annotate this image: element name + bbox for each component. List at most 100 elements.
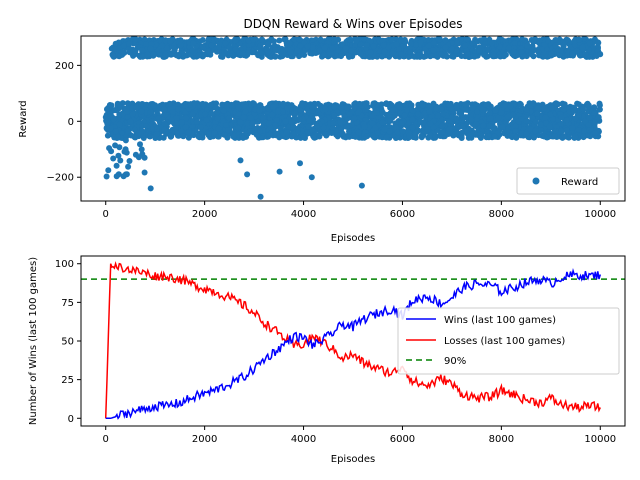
reward-point bbox=[161, 120, 168, 127]
reward-point bbox=[173, 114, 180, 121]
reward-point bbox=[564, 52, 570, 59]
reward-point bbox=[546, 123, 553, 130]
reward-point bbox=[504, 113, 511, 120]
reward-point bbox=[422, 53, 429, 60]
reward-point bbox=[249, 120, 256, 127]
reward-point bbox=[387, 117, 394, 124]
reward-point bbox=[591, 110, 598, 117]
reward-point bbox=[351, 104, 358, 110]
reward-point bbox=[580, 134, 587, 141]
reward-point bbox=[105, 167, 112, 174]
reward-point bbox=[417, 39, 424, 46]
x-tick-label: 10000 bbox=[584, 434, 616, 445]
reward-point bbox=[576, 36, 583, 43]
reward-point bbox=[571, 38, 578, 45]
reward-point bbox=[264, 41, 271, 48]
reward-point bbox=[143, 123, 150, 130]
reward-point bbox=[305, 123, 312, 130]
wins-line bbox=[105, 268, 602, 420]
reward-point bbox=[486, 122, 493, 129]
reward-point bbox=[313, 123, 320, 129]
reward-point bbox=[275, 108, 282, 115]
reward-point bbox=[297, 52, 304, 58]
reward-point bbox=[122, 137, 129, 144]
losses-legend-label: Losses (last 100 games) bbox=[444, 336, 565, 347]
reward-point bbox=[150, 102, 157, 109]
reward-point bbox=[498, 109, 505, 116]
reward-point bbox=[406, 132, 413, 139]
x-tick-label: 10000 bbox=[584, 209, 616, 220]
reward-point bbox=[510, 48, 517, 55]
reward-point bbox=[433, 105, 440, 112]
reward-point bbox=[265, 120, 272, 127]
reward-point bbox=[189, 111, 196, 118]
reward-point bbox=[399, 120, 405, 126]
reward-axis-ticks: 0 2000 4000 6000 8000 10000 −200 0 200 bbox=[47, 61, 617, 220]
reward-point bbox=[446, 126, 453, 133]
reward-point bbox=[128, 104, 135, 111]
reward-point bbox=[258, 36, 265, 43]
reward-point bbox=[123, 171, 130, 178]
reward-point bbox=[240, 114, 247, 121]
reward-point bbox=[104, 120, 111, 127]
reward-point bbox=[537, 127, 544, 134]
reward-point bbox=[346, 133, 353, 140]
reward-point bbox=[330, 120, 337, 127]
reward-point bbox=[147, 109, 154, 116]
reward-point bbox=[364, 104, 371, 110]
reward-point bbox=[178, 119, 185, 126]
reward-point bbox=[246, 128, 253, 135]
reward-point bbox=[232, 46, 239, 53]
ninety-legend-label: 90% bbox=[444, 356, 466, 367]
reward-point bbox=[357, 50, 364, 57]
reward-point bbox=[283, 129, 290, 136]
reward-point bbox=[237, 157, 244, 164]
reward-point bbox=[207, 102, 214, 109]
y-tick-label: 200 bbox=[55, 61, 74, 72]
reward-point bbox=[529, 44, 535, 51]
x-tick-label: 6000 bbox=[390, 434, 415, 445]
reward-point bbox=[300, 133, 307, 140]
losses-line bbox=[104, 261, 601, 419]
reward-point bbox=[292, 105, 299, 112]
reward-point bbox=[436, 36, 443, 43]
reward-point bbox=[585, 122, 592, 128]
reward-point bbox=[541, 41, 548, 48]
reward-point bbox=[572, 133, 579, 140]
reward-point bbox=[394, 129, 401, 136]
reward-point bbox=[582, 118, 589, 125]
reward-point bbox=[594, 39, 601, 46]
reward-point bbox=[582, 51, 589, 58]
reward-point bbox=[276, 168, 283, 175]
reward-point bbox=[438, 106, 445, 112]
reward-point bbox=[352, 133, 359, 140]
reward-point bbox=[110, 116, 117, 123]
reward-point bbox=[148, 41, 155, 48]
reward-point bbox=[131, 126, 138, 133]
y-tick-label: 25 bbox=[61, 375, 74, 386]
reward-point bbox=[211, 129, 218, 136]
reward-point bbox=[183, 115, 190, 121]
reward-point bbox=[251, 100, 257, 107]
reward-point bbox=[223, 122, 229, 128]
reward-point bbox=[244, 120, 251, 127]
reward-plot-frame bbox=[80, 35, 626, 202]
reward-point bbox=[272, 47, 279, 53]
reward-point bbox=[563, 117, 570, 124]
reward-point bbox=[307, 50, 314, 57]
x-tick-label: 4000 bbox=[291, 434, 316, 445]
reward-point bbox=[427, 132, 434, 139]
reward-point bbox=[385, 43, 392, 50]
reward-point bbox=[225, 127, 232, 134]
reward-point bbox=[430, 47, 437, 54]
reward-point bbox=[279, 108, 286, 115]
reward-point bbox=[331, 112, 338, 119]
reward-point bbox=[183, 102, 190, 109]
reward-point bbox=[120, 42, 127, 49]
reward-point bbox=[222, 40, 229, 47]
reward-point bbox=[321, 44, 328, 51]
reward-point bbox=[523, 131, 530, 137]
reward-point bbox=[201, 111, 208, 118]
reward-point bbox=[380, 42, 387, 49]
reward-point bbox=[518, 116, 525, 122]
